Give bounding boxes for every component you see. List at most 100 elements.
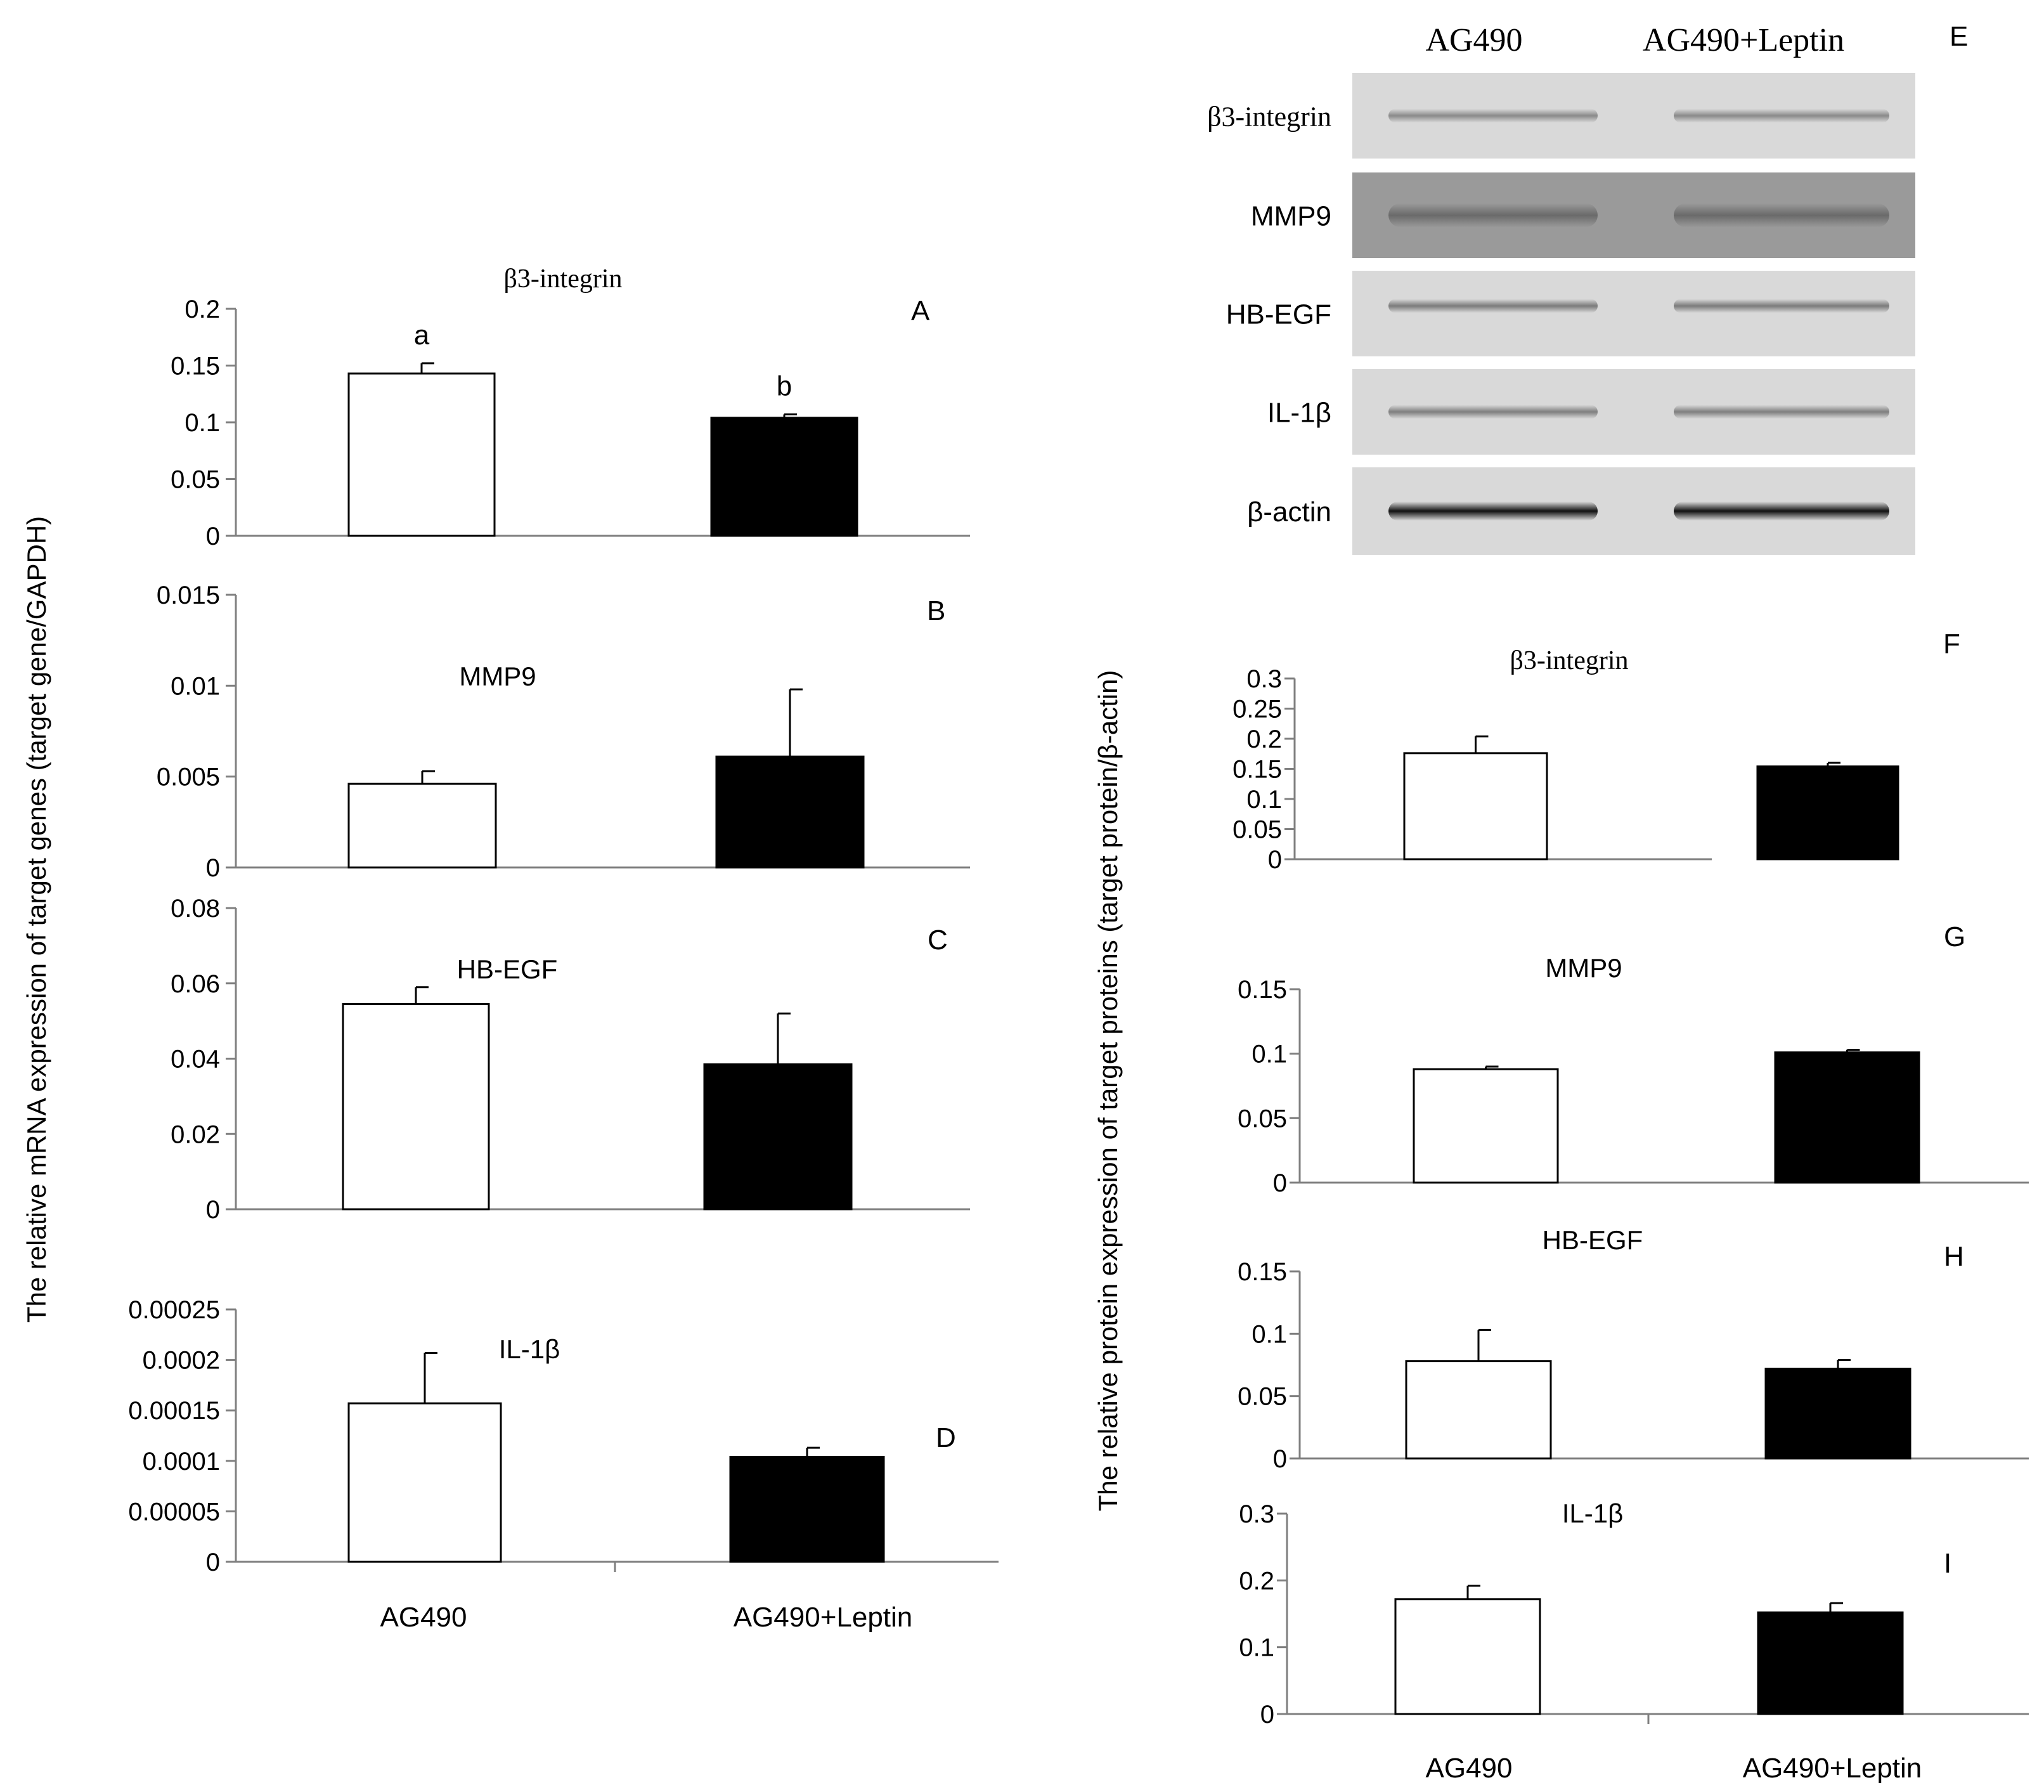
y-tick-label-C-1: 0.02: [171, 1120, 220, 1148]
bar-F-0: [1403, 752, 1548, 860]
y-tick-label-A-3: 0.15: [171, 353, 220, 380]
chart-title-B: MMP9: [459, 661, 536, 691]
y-tick-label-G-3: 0.15: [1238, 976, 1287, 1004]
bar-A-1: [710, 417, 858, 537]
y-tick-label-D-5: 0.00025: [128, 1296, 220, 1324]
y-tick-label-B-3: 0.015: [157, 581, 220, 609]
y-tick-label-A-2: 0.1: [184, 409, 220, 437]
blot-band-2-lane-1: [1674, 299, 1889, 313]
chart-title-F: β3-integrin: [1510, 646, 1629, 675]
blot-band-4-lane-0: [1388, 502, 1598, 521]
panel-letter-F: F: [1943, 628, 1960, 659]
y-tick-label-H-0: 0: [1273, 1445, 1287, 1473]
panel-letter-H: H: [1944, 1241, 1964, 1272]
chart-panel-D: 0 0.00005 0.0001 0.00015 0.0002 0.00025 IL-1β D…: [128, 1296, 999, 1633]
bar-C-0: [342, 1003, 490, 1211]
blot-panel-letter: E: [1950, 21, 1968, 52]
significance-label-A-1: b: [777, 370, 792, 401]
y-tick-label-B-2: 0.01: [171, 672, 220, 700]
blot-lane-label-ag490-leptin: AG490+Leptin: [1643, 22, 1844, 58]
blot-band-4-lane-1: [1674, 502, 1889, 521]
blot-strip-2: [1352, 271, 1915, 356]
y-tick-label-D-2: 0.0001: [143, 1448, 220, 1476]
x-tick-label-I-0: AG490: [1426, 1753, 1513, 1784]
chart-panel-F: 00.050.10.15 0.20.25 0.3 β3-integrin F: [1232, 628, 1960, 874]
chart-title-H: HB-EGF: [1543, 1225, 1643, 1255]
blot-band-3-lane-0: [1388, 405, 1598, 419]
y-tick-label-H-3: 0.15: [1238, 1258, 1287, 1286]
y-tick-label-A-0: 0: [206, 523, 220, 550]
y-tick-label-F-1: 0.05: [1232, 816, 1282, 844]
bar-B-0: [347, 782, 497, 869]
x-tick-label-D-1: AG490+Leptin: [734, 1602, 913, 1633]
y-tick-label-B-0: 0: [206, 854, 220, 882]
blot-row-label-0: β3-integrin: [1207, 101, 1331, 133]
chart-panel-G: 0 0.05 0.1 0.15 MMP9 G: [1238, 921, 2029, 1197]
blot-row-label-1: MMP9: [1251, 201, 1331, 232]
blot-band-0-lane-1: [1674, 108, 1889, 123]
y-tick-label-I-1: 0.1: [1239, 1634, 1274, 1662]
y-tick-label-F-0: 0: [1268, 846, 1282, 874]
x-tick-label-I-1: AG490+Leptin: [1743, 1753, 1922, 1784]
chart-panel-I: 0 0.1 0.2 0.3 IL-1β I AG490 AG490+Leptin: [1239, 1498, 2029, 1784]
y-tick-label-H-2: 0.1: [1252, 1320, 1287, 1348]
y-tick-label-C-0: 0: [206, 1196, 220, 1224]
chart-title-G: MMP9: [1545, 953, 1622, 983]
bar-D-1: [729, 1455, 885, 1563]
y-tick-label-F-5: 0.25: [1232, 696, 1282, 724]
y-tick-label-I-3: 0.3: [1239, 1500, 1274, 1528]
blot-lane-label-ag490: AG490: [1425, 22, 1522, 58]
y-tick-label-H-1: 0.05: [1238, 1383, 1287, 1411]
chart-title-A: β3-integrin: [504, 264, 623, 294]
bar-D-0: [347, 1402, 502, 1563]
chart-title-D: IL-1β: [499, 1334, 560, 1364]
blot-row-label-3: IL-1β: [1267, 398, 1331, 429]
blot-band-2-lane-0: [1388, 299, 1598, 313]
chart-panel-A: 0 0.05 0.1 0.15 0.2 a b β3-integrin A: [171, 264, 970, 550]
chart-panel-B: 0 0.005 0.01 0.015 MMP9 B: [157, 581, 970, 882]
panel-letter-A: A: [911, 295, 930, 327]
y-tick-label-G-0: 0: [1273, 1169, 1287, 1197]
western-blot: AG490 AG490+Leptin E β3-integrin MMP9 HB-E…: [1207, 21, 1968, 555]
blot-row-label-4: β-actin: [1247, 497, 1331, 528]
panel-letter-B: B: [927, 595, 945, 627]
blot-band-1-lane-0: [1388, 203, 1598, 228]
y-tick-label-F-4: 0.2: [1246, 725, 1282, 753]
mrna-y-axis-title: The relative mRNA expression of target g…: [22, 516, 51, 1323]
blot-band-0-lane-0: [1388, 108, 1598, 123]
y-tick-label-I-0: 0: [1260, 1701, 1274, 1729]
y-tick-label-D-0: 0: [206, 1549, 220, 1576]
y-tick-label-D-1: 0.00005: [128, 1498, 220, 1526]
y-tick-label-B-1: 0.005: [157, 763, 220, 791]
significance-label-A-0: a: [414, 320, 430, 351]
y-tick-label-A-1: 0.05: [171, 466, 220, 494]
bar-A-0: [347, 372, 496, 537]
blot-band-3-lane-1: [1674, 405, 1889, 419]
panel-letter-D: D: [936, 1422, 956, 1453]
chart-panel-H: 0 0.05 0.1 0.15 HB-EGF H: [1238, 1225, 2029, 1473]
y-tick-label-I-2: 0.2: [1239, 1567, 1274, 1595]
bar-G-1: [1774, 1051, 1920, 1184]
y-tick-label-G-2: 0.1: [1252, 1041, 1287, 1068]
bar-G-0: [1413, 1068, 1559, 1184]
bar-I-0: [1394, 1598, 1541, 1715]
bar-I-1: [1757, 1611, 1904, 1715]
y-tick-label-C-4: 0.08: [171, 895, 220, 923]
chart-title-C: HB-EGF: [457, 954, 558, 984]
y-tick-label-F-6: 0.3: [1246, 665, 1282, 693]
blot-band-1-lane-1: [1674, 203, 1889, 228]
bar-F-1: [1756, 765, 1899, 860]
panel-letter-G: G: [1944, 921, 1965, 952]
y-tick-label-G-1: 0.05: [1238, 1105, 1287, 1133]
y-tick-label-A-4: 0.2: [184, 295, 220, 323]
bar-B-1: [715, 755, 865, 869]
y-tick-label-D-4: 0.0002: [143, 1347, 220, 1375]
panel-letter-I: I: [1944, 1548, 1951, 1579]
y-tick-label-F-2: 0.1: [1246, 786, 1282, 814]
protein-y-axis-title: The relative protein expression of targe…: [1093, 670, 1123, 1512]
y-tick-label-C-2: 0.04: [171, 1046, 220, 1074]
y-tick-label-D-3: 0.00015: [128, 1397, 220, 1425]
chart-title-I: IL-1β: [1562, 1498, 1624, 1528]
y-tick-label-C-3: 0.06: [171, 970, 220, 998]
